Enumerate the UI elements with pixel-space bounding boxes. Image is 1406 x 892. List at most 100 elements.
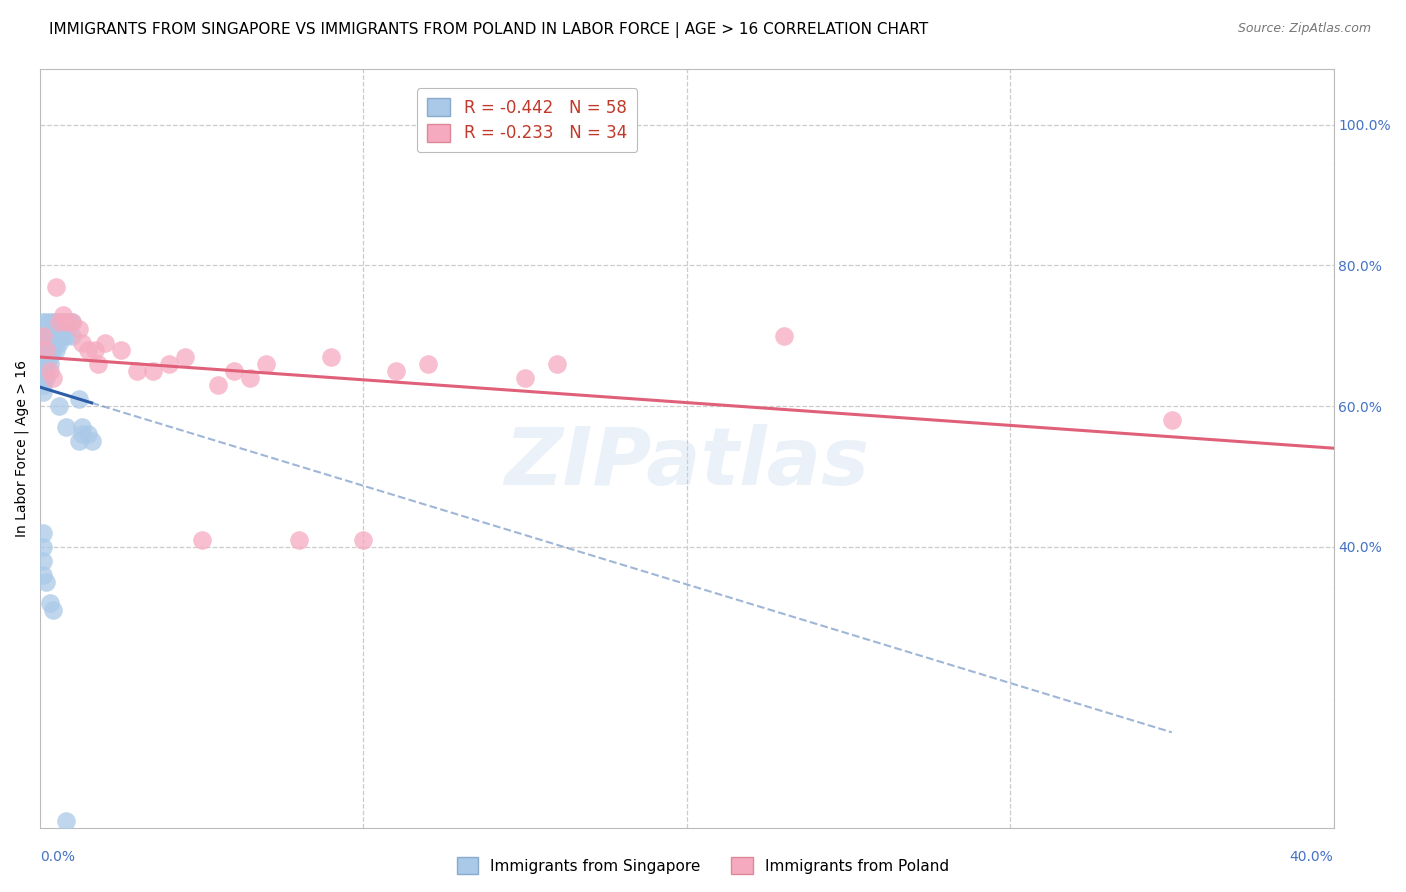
Point	[67, 321, 90, 335]
Point	[35, 574, 58, 589]
Point	[1160, 413, 1182, 427]
Point	[35, 350, 58, 364]
Text: 40.0%: 40.0%	[1289, 850, 1333, 864]
Point	[32, 343, 55, 357]
Point	[352, 533, 374, 547]
Point	[125, 364, 148, 378]
Point	[67, 392, 90, 406]
Point	[70, 335, 93, 350]
Text: ZIPatlas: ZIPatlas	[505, 425, 869, 502]
Point	[51, 328, 73, 343]
Point	[287, 533, 309, 547]
Text: IMMIGRANTS FROM SINGAPORE VS IMMIGRANTS FROM POLAND IN LABOR FORCE | AGE > 16 CO: IMMIGRANTS FROM SINGAPORE VS IMMIGRANTS …	[49, 22, 928, 38]
Point	[55, 328, 77, 343]
Point	[93, 335, 115, 350]
Point	[38, 328, 60, 343]
Point	[142, 364, 165, 378]
Point	[35, 315, 58, 329]
Point	[35, 343, 58, 357]
Point	[384, 364, 406, 378]
Point	[222, 364, 245, 378]
Point	[42, 371, 65, 385]
Point	[32, 554, 55, 568]
Point	[207, 378, 229, 392]
Point	[32, 335, 55, 350]
Point	[42, 343, 65, 357]
Point	[60, 315, 83, 329]
Point	[35, 371, 58, 385]
Point	[67, 434, 90, 449]
Point	[60, 315, 83, 329]
Point	[38, 315, 60, 329]
Point	[35, 335, 58, 350]
Point	[70, 420, 93, 434]
Point	[35, 357, 58, 371]
Point	[55, 315, 77, 329]
Point	[58, 315, 80, 329]
Point	[38, 364, 60, 378]
Point	[38, 343, 60, 357]
Point	[319, 350, 342, 364]
Point	[174, 350, 197, 364]
Point	[55, 315, 77, 329]
Point	[87, 357, 110, 371]
Point	[38, 596, 60, 610]
Point	[32, 567, 55, 582]
Point	[239, 371, 262, 385]
Point	[32, 350, 55, 364]
Point	[32, 328, 55, 343]
Point	[83, 343, 105, 357]
Point	[254, 357, 277, 371]
Point	[32, 378, 55, 392]
Point	[48, 315, 70, 329]
Point	[35, 364, 58, 378]
Point	[32, 540, 55, 554]
Point	[416, 357, 439, 371]
Text: 0.0%: 0.0%	[39, 850, 75, 864]
Point	[110, 343, 132, 357]
Point	[55, 420, 77, 434]
Point	[32, 357, 55, 371]
Point	[48, 315, 70, 329]
Point	[48, 335, 70, 350]
Point	[70, 427, 93, 442]
Point	[38, 357, 60, 371]
Point	[48, 399, 70, 413]
Point	[546, 357, 568, 371]
Point	[51, 308, 73, 322]
Point	[77, 343, 100, 357]
Point	[38, 350, 60, 364]
Point	[42, 335, 65, 350]
Point	[45, 328, 67, 343]
Point	[32, 371, 55, 385]
Point	[157, 357, 180, 371]
Point	[80, 434, 103, 449]
Point	[42, 603, 65, 617]
Point	[190, 533, 212, 547]
Point	[32, 315, 55, 329]
Point	[38, 335, 60, 350]
Point	[32, 384, 55, 399]
Text: Source: ZipAtlas.com: Source: ZipAtlas.com	[1237, 22, 1371, 36]
Point	[32, 364, 55, 378]
Point	[45, 279, 67, 293]
Point	[32, 328, 55, 343]
Point	[772, 328, 794, 343]
Legend: Immigrants from Singapore, Immigrants from Poland: Immigrants from Singapore, Immigrants fr…	[451, 851, 955, 880]
Point	[513, 371, 536, 385]
Point	[35, 343, 58, 357]
Point	[55, 814, 77, 828]
Point	[60, 328, 83, 343]
Legend: R = -0.442   N = 58, R = -0.233   N = 34: R = -0.442 N = 58, R = -0.233 N = 34	[418, 88, 637, 153]
Point	[45, 315, 67, 329]
Point	[45, 335, 67, 350]
Point	[35, 328, 58, 343]
Y-axis label: In Labor Force | Age > 16: In Labor Force | Age > 16	[15, 359, 30, 537]
Point	[45, 343, 67, 357]
Point	[77, 427, 100, 442]
Point	[51, 315, 73, 329]
Point	[48, 328, 70, 343]
Point	[32, 525, 55, 540]
Point	[42, 315, 65, 329]
Point	[42, 328, 65, 343]
